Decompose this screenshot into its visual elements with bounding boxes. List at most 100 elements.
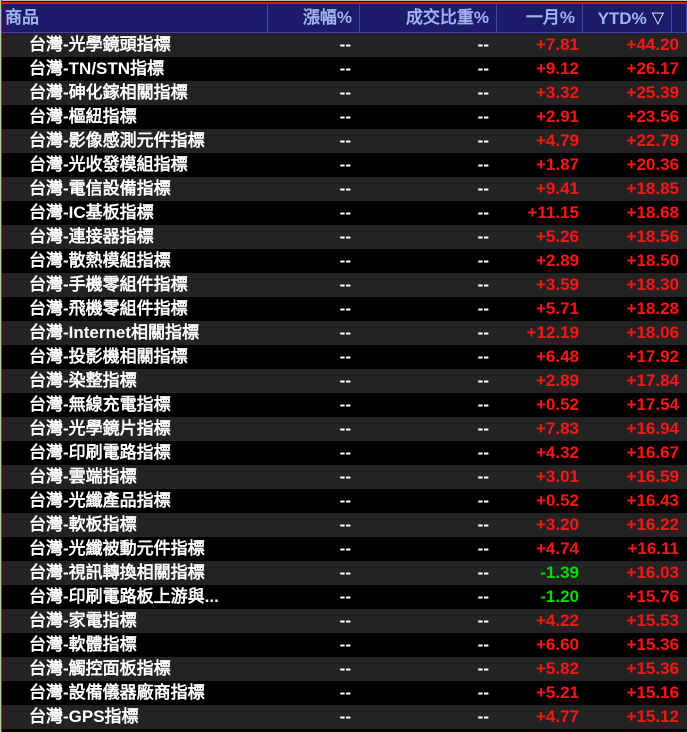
product-name-cell: 台灣-砷化鎵相關指標 [29,83,188,102]
table-row[interactable]: 台灣-光纖被動元件指標 -- -- +4.74 +16.11 [0,537,687,561]
one-month-cell: -1.39 [540,563,579,582]
table-row[interactable]: 台灣-散熱模組指標 -- -- +2.89 +18.50 [0,249,687,273]
table-row[interactable]: 台灣-印刷電路指標 -- -- +4.32 +16.67 [0,441,687,465]
column-header-one-month[interactable]: 一月% [497,3,583,33]
table-row[interactable]: 台灣-光纖產品指標 -- -- +0.52 +16.43 [0,489,687,513]
ytd-cell: +16.43 [626,491,679,510]
ytd-cell: +16.94 [626,419,679,438]
one-month-cell: +3.20 [535,515,579,534]
volume-weight-cell: -- [477,371,489,390]
change-percent-cell: -- [339,83,351,102]
table-row[interactable]: 台灣-視訊轉換相關指標 -- -- -1.39 +16.03 [0,561,687,585]
change-percent-cell: -- [339,515,351,534]
product-name-cell: 台灣-飛機零組件指標 [29,299,188,318]
volume-weight-cell: -- [477,467,489,486]
column-header-spacer [672,3,687,33]
change-percent-cell: -- [339,107,351,126]
change-percent-cell: -- [339,35,351,54]
table-row[interactable]: 台灣-軟板指標 -- -- +3.20 +16.22 [0,513,687,537]
volume-weight-cell: -- [477,299,489,318]
one-month-cell: +7.83 [535,419,579,438]
ytd-cell: +18.50 [626,251,679,270]
product-name-cell: 台灣-光學鏡片指標 [29,419,171,438]
one-month-cell: +4.22 [535,611,579,630]
product-name-cell: 台灣-視訊轉換相關指標 [29,563,205,582]
one-month-cell: +4.74 [535,539,579,558]
table-row[interactable]: 台灣-IC基板指標 -- -- +11.15 +18.68 [0,201,687,225]
one-month-cell: +7.81 [535,35,579,54]
change-percent-cell: -- [339,587,351,606]
change-percent-cell: -- [339,155,351,174]
table-row[interactable]: 台灣-樞紐指標 -- -- +2.91 +23.56 [0,105,687,129]
product-name-cell: 台灣-無線充電指標 [29,395,171,414]
change-percent-cell: -- [339,371,351,390]
table-row[interactable]: 台灣-家電指標 -- -- +4.22 +15.53 [0,609,687,633]
column-header-change-percent[interactable]: 漲幅% [268,3,360,33]
one-month-cell: +1.87 [535,155,579,174]
table-row[interactable]: 台灣-印刷電路板上游與... -- -- -1.20 +15.76 [0,585,687,609]
one-month-cell: +4.79 [535,131,579,150]
volume-weight-cell: -- [477,59,489,78]
one-month-cell: +9.12 [535,59,579,78]
volume-weight-cell: -- [477,515,489,534]
volume-weight-cell: -- [477,443,489,462]
one-month-cell: +3.01 [535,467,579,486]
ytd-cell: +18.28 [626,299,679,318]
column-header-product[interactable]: 商品 [0,3,268,33]
one-month-cell: +2.89 [535,251,579,270]
table-row[interactable]: 台灣-光學鏡頭指標 -- -- +7.81 +44.20 [0,33,687,57]
table-row[interactable]: 台灣-連接器指標 -- -- +5.26 +18.56 [0,225,687,249]
volume-weight-cell: -- [477,491,489,510]
product-name-cell: 台灣-手機零組件指標 [29,275,188,294]
product-name-cell: 台灣-雲端指標 [29,467,137,486]
table-row[interactable]: 台灣-光收發模組指標 -- -- +1.87 +20.36 [0,153,687,177]
one-month-cell: +5.21 [535,683,579,702]
change-percent-cell: -- [339,347,351,366]
table-row[interactable]: 台灣-Internet相關指標 -- -- +12.19 +18.06 [0,321,687,345]
table-row[interactable]: 台灣-觸控面板指標 -- -- +5.82 +15.36 [0,657,687,681]
table-row[interactable]: 台灣-影像感測元件指標 -- -- +4.79 +22.79 [0,129,687,153]
one-month-cell: +0.52 [535,395,579,414]
one-month-cell: +0.52 [535,491,579,510]
table-row[interactable]: 台灣-染整指標 -- -- +2.89 +17.84 [0,369,687,393]
column-header-ytd[interactable]: YTD% ▽ [583,3,672,33]
ytd-cell: +23.56 [626,107,679,126]
table-row[interactable]: 台灣-TN/STN指標 -- -- +9.12 +26.17 [0,57,687,81]
change-percent-cell: -- [339,203,351,222]
change-percent-cell: -- [339,659,351,678]
product-name-cell: 台灣-軟體指標 [29,635,137,654]
table-row[interactable]: 台灣-雲端指標 -- -- +3.01 +16.59 [0,465,687,489]
table-row[interactable]: 台灣-軟體指標 -- -- +6.60 +15.36 [0,633,687,657]
table-row[interactable]: 台灣-無線充電指標 -- -- +0.52 +17.54 [0,393,687,417]
ytd-cell: +20.36 [626,155,679,174]
ytd-cell: +18.06 [626,323,679,342]
product-name-cell: 台灣-TN/STN指標 [29,59,165,78]
table-row[interactable]: 台灣-GPS指標 -- -- +4.77 +15.12 [0,705,687,729]
window-top-frame [0,0,687,3]
one-month-cell: +4.77 [535,707,579,726]
column-header-ytd-label: YTD% [597,8,647,28]
sort-descending-icon[interactable]: ▽ [651,10,664,27]
change-percent-cell: -- [339,227,351,246]
table-row[interactable]: 台灣-砷化鎵相關指標 -- -- +3.32 +25.39 [0,81,687,105]
volume-weight-cell: -- [477,347,489,366]
table-row[interactable]: 台灣-設備儀器廠商指標 -- -- +5.21 +15.16 [0,681,687,705]
table-row[interactable]: 台灣-飛機零組件指標 -- -- +5.71 +18.28 [0,297,687,321]
product-name-cell: 台灣-印刷電路板上游與... [29,587,219,606]
ytd-cell: +15.12 [626,707,679,726]
table-row[interactable]: 台灣-光學鏡片指標 -- -- +7.83 +16.94 [0,417,687,441]
one-month-cell: +11.15 [527,203,579,222]
table-row[interactable]: 台灣-投影機相關指標 -- -- +6.48 +17.92 [0,345,687,369]
ytd-cell: +15.53 [626,611,679,630]
volume-weight-cell: -- [477,419,489,438]
product-name-cell: 台灣-觸控面板指標 [29,659,171,678]
product-name-cell: 台灣-光纖被動元件指標 [29,539,205,558]
column-header-volume-weight[interactable]: 成交比重% [360,3,497,33]
ytd-cell: +22.79 [626,131,679,150]
table-row[interactable]: 台灣-手機零組件指標 -- -- +3.59 +18.30 [0,273,687,297]
volume-weight-cell: -- [477,539,489,558]
product-name-cell: 台灣-軟板指標 [29,515,137,534]
table-row[interactable]: 台灣-電信設備指標 -- -- +9.41 +18.85 [0,177,687,201]
ytd-cell: +25.39 [626,83,679,102]
ytd-cell: +15.16 [626,683,679,702]
